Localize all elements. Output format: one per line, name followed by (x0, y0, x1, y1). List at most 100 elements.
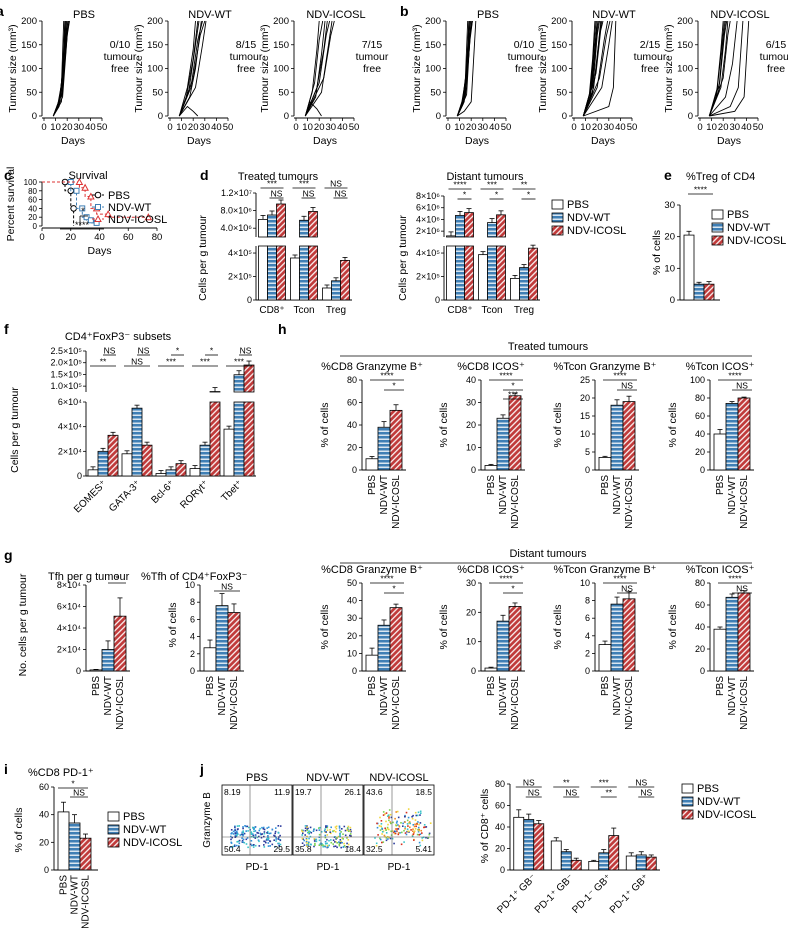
category-label: PD-1⁺ GB⁻ (495, 872, 539, 916)
growth-y-tick-label: 150 (425, 40, 441, 51)
chart-title: Treated tumours (238, 171, 319, 183)
bar-ndv-wt (299, 245, 309, 301)
flow-event (385, 820, 387, 823)
growth-ylabel: Tumour size (mm³) (537, 24, 549, 112)
flow-event (315, 838, 318, 841)
tumour-free-annotation: tumour (230, 51, 263, 63)
flow-event (336, 846, 338, 849)
tumour-free-annotation: free (641, 63, 659, 75)
flow-event (408, 822, 410, 824)
flow-event (402, 822, 404, 825)
bar-y-tick-label: 0 (247, 295, 252, 305)
bar-ndv-icosl (276, 245, 286, 301)
flow-event (350, 835, 352, 837)
flow-event (313, 840, 316, 842)
flow-event (332, 839, 335, 841)
flow-event (407, 825, 409, 827)
flow-event (393, 831, 395, 834)
flow-event (407, 816, 410, 819)
sig-top: NS (635, 778, 647, 788)
growth-title: NDV-ICOSL (710, 9, 769, 21)
flow-event (414, 819, 417, 821)
flow-event (420, 812, 422, 814)
bar-y-tick-label: 1.2×10⁷ (221, 188, 252, 198)
flow-event (306, 844, 308, 846)
survival-legend-label: NDV-WT (108, 202, 152, 214)
survival-y-tick-label: 80 (28, 187, 37, 196)
chart-ylabel: Cells per g tumour (397, 215, 409, 301)
flow-event (324, 836, 327, 839)
flow-event (421, 839, 424, 842)
flow-event (277, 825, 280, 827)
category-label: NDV-ICOSL (115, 676, 126, 730)
bar-ndv-icosl (389, 409, 403, 471)
category-label: NDV-WT (103, 676, 114, 715)
survival-y-tick-label: 60 (28, 196, 37, 205)
flow-plot-frame (221, 784, 293, 856)
growth-ylabel: Tumour size (mm³) (663, 24, 675, 112)
flow-event (394, 830, 397, 833)
growth-y-tick-label: 0 (284, 111, 289, 122)
flow-event (391, 837, 394, 840)
bar-ndv-icosl (389, 607, 403, 672)
sig: NS (736, 381, 748, 391)
bar-pbs (290, 257, 300, 301)
bar-ndv-icosl (209, 401, 221, 477)
flow-event (244, 825, 246, 827)
flow-event (236, 830, 238, 833)
flow-event (420, 829, 422, 832)
chart-title: Distant tumours (446, 171, 524, 183)
flow-event (274, 835, 276, 837)
survival-marker (87, 217, 94, 224)
category-label: PBS (205, 676, 216, 696)
bar-ndv-wt (131, 407, 143, 477)
flow-event (418, 823, 420, 826)
flow-event (397, 832, 400, 834)
bar-ndv-wt (523, 819, 535, 871)
bar-pbs (484, 667, 498, 672)
flow-event (312, 830, 315, 832)
flow-event (381, 833, 383, 835)
flow-event (319, 826, 321, 829)
flow-event (384, 835, 386, 838)
flow-event (349, 826, 352, 829)
bar-pbs (223, 428, 235, 477)
flow-event (390, 816, 393, 819)
bar-ndv-wt (487, 222, 497, 238)
sig-top: ** (521, 180, 528, 190)
tumour-free-annotation: tumour (634, 51, 667, 63)
sig-bottom: *** (200, 357, 211, 367)
flow-event (326, 825, 329, 827)
flow-event (257, 839, 260, 841)
flow-event (326, 838, 328, 841)
sig: **** (613, 574, 627, 584)
flow-event (330, 841, 333, 844)
survival-marker (79, 205, 86, 212)
flow-event (236, 832, 239, 834)
flow-event (230, 838, 232, 841)
category-label: PBS (600, 475, 611, 495)
category-label: NDV-WT (727, 676, 738, 715)
flow-event (250, 833, 253, 835)
flow-event (323, 830, 326, 832)
flow-event (334, 826, 337, 828)
bar-pbs (203, 647, 217, 672)
flow-event (305, 838, 308, 840)
sig: **** (499, 574, 513, 584)
flow-event (388, 809, 391, 811)
flow-event (409, 826, 411, 829)
bar-pbs (588, 861, 600, 871)
growth-ylabel: Tumour size (mm³) (259, 24, 271, 112)
flow-event (306, 826, 308, 828)
flow-event (250, 844, 253, 847)
tumour-free-annotation: 6/15 (766, 39, 787, 51)
flow-event (236, 844, 238, 847)
chart-ylabel: % of cells (552, 605, 564, 650)
flow-event (415, 825, 417, 828)
sig: **** (728, 371, 742, 381)
growth-y-tick-label: 200 (21, 16, 37, 27)
growth-y-tick-label: 150 (677, 40, 693, 51)
flow-event (253, 844, 255, 846)
flow-event (269, 845, 271, 847)
sig-top: NS (523, 778, 535, 788)
